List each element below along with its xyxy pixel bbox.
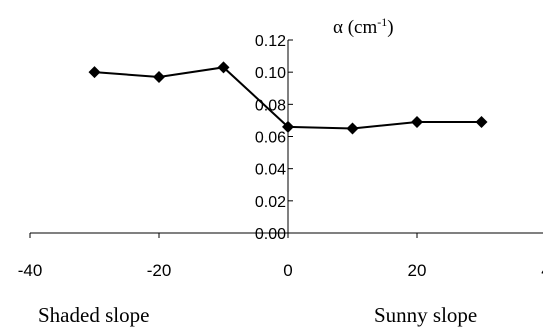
axes xyxy=(30,40,543,234)
data-point-marker xyxy=(153,70,165,83)
sunny-slope-annotation: Sunny slope xyxy=(374,303,477,327)
y-tick-label: 0.06 xyxy=(255,130,286,147)
y-tick-label: 0.02 xyxy=(255,194,286,211)
x-tick-label: 20 xyxy=(408,261,427,280)
x-tick-label: 4 xyxy=(541,261,543,280)
x-tick-marks xyxy=(29,233,418,238)
shaded-slope-annotation: Shaded slope xyxy=(38,303,149,327)
y-tick-label: 0.04 xyxy=(255,162,286,179)
x-tick-labels: -40 -20 0 20 4 xyxy=(18,261,543,280)
data-points xyxy=(88,61,488,135)
y-tick-labels: 0.00 0.02 0.04 0.06 0.08 0.10 0.12 xyxy=(255,33,286,243)
y-tick-label: 0.12 xyxy=(255,33,286,50)
x-tick-label: 0 xyxy=(283,261,292,280)
y-tick-label: 0.08 xyxy=(255,97,286,114)
data-point-marker xyxy=(411,116,423,129)
data-point-marker xyxy=(217,61,230,74)
data-point-marker xyxy=(346,122,359,135)
data-point-marker xyxy=(475,116,488,129)
x-tick-label: -20 xyxy=(147,261,172,280)
data-point-marker xyxy=(282,120,294,133)
data-point-marker xyxy=(88,66,101,79)
x-tick-label: -40 xyxy=(18,261,43,280)
y-tick-label: 0.00 xyxy=(255,226,286,243)
y-tick-marks xyxy=(288,39,293,234)
y-tick-label: 0.10 xyxy=(255,65,286,82)
y-axis-label: α (cm-1) xyxy=(333,15,394,38)
